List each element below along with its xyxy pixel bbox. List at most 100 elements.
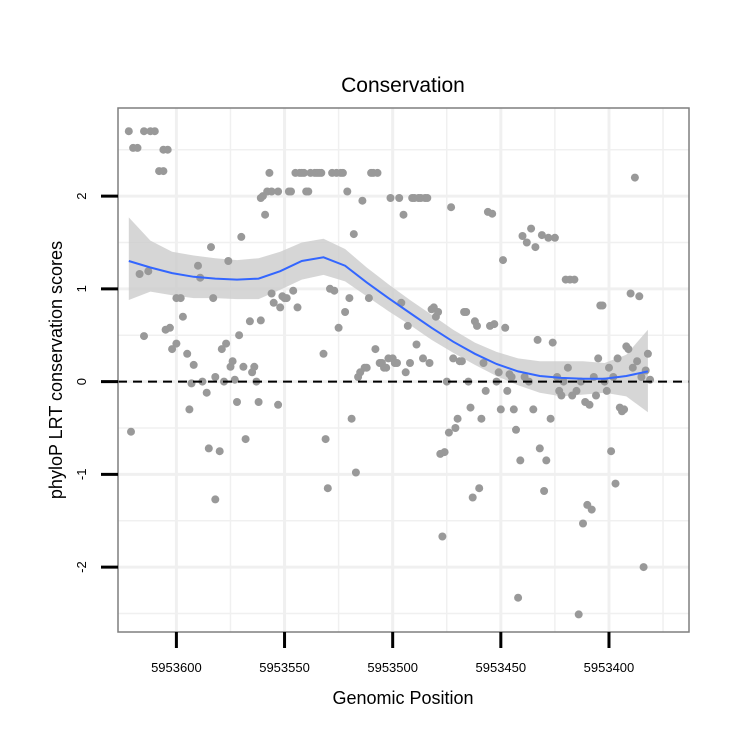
- data-point: [592, 391, 600, 400]
- data-point: [209, 294, 218, 303]
- data-point: [133, 143, 142, 152]
- data-point: [477, 414, 486, 423]
- data-point: [546, 414, 555, 423]
- data-point: [250, 362, 259, 371]
- data-point: [419, 354, 427, 363]
- data-point: [364, 294, 373, 303]
- data-point: [624, 345, 633, 354]
- data-point: [202, 388, 211, 397]
- data-point: [217, 345, 226, 354]
- data-point: [163, 145, 172, 154]
- data-point: [509, 405, 518, 414]
- data-point: [334, 323, 343, 332]
- data-point: [585, 400, 594, 409]
- data-point: [462, 308, 471, 316]
- data-point: [265, 168, 274, 177]
- data-point: [501, 323, 510, 332]
- data-point: [274, 400, 283, 409]
- data-point: [338, 168, 347, 177]
- data-point: [522, 238, 531, 247]
- data-point: [434, 308, 443, 316]
- data-point: [323, 484, 332, 493]
- data-point: [235, 331, 244, 340]
- y-axis-label: phyloP LRT conservation scores: [46, 241, 66, 499]
- data-point: [204, 444, 213, 453]
- data-point: [172, 339, 181, 348]
- data-point: [362, 363, 371, 372]
- data-point: [215, 447, 224, 456]
- data-point: [321, 435, 330, 444]
- y-tick-label: 0: [74, 378, 89, 385]
- x-axis-ticks: 5953600 5953550 5953500 5953450 5953400: [151, 632, 634, 675]
- data-point: [254, 398, 263, 406]
- data-point: [287, 187, 295, 196]
- data-point: [127, 427, 135, 436]
- data-point: [540, 487, 549, 495]
- data-point: [587, 505, 596, 514]
- x-tick-label: 5953600: [151, 660, 202, 675]
- data-point: [557, 391, 566, 400]
- data-point: [440, 448, 449, 457]
- data-point: [382, 363, 391, 372]
- data-points: [124, 127, 655, 619]
- data-point: [207, 243, 215, 252]
- data-point: [159, 167, 168, 176]
- data-point: [224, 257, 233, 265]
- data-point: [183, 349, 192, 358]
- data-point: [503, 386, 512, 395]
- data-point: [371, 345, 380, 354]
- data-point: [401, 368, 410, 377]
- data-point: [444, 428, 453, 437]
- y-axis-ticks: -2 -1 0 1 2: [74, 192, 118, 573]
- data-point: [479, 359, 488, 367]
- data-point: [330, 286, 339, 295]
- data-point: [373, 168, 382, 177]
- data-point: [531, 243, 540, 252]
- data-point: [542, 456, 551, 465]
- data-point: [211, 495, 220, 504]
- data-point: [319, 349, 328, 358]
- data-point: [399, 210, 408, 219]
- data-point: [358, 196, 367, 205]
- data-point: [168, 345, 177, 354]
- data-point: [507, 373, 516, 381]
- data-point: [570, 275, 579, 284]
- data-point: [300, 168, 308, 177]
- x-tick-label: 5953400: [584, 660, 635, 675]
- data-point: [230, 375, 239, 384]
- data-point: [457, 357, 466, 366]
- data-point: [527, 224, 536, 233]
- data-point: [165, 323, 174, 332]
- data-point: [438, 532, 447, 541]
- data-point: [475, 484, 484, 493]
- data-point: [453, 414, 462, 423]
- y-tick-label: 2: [74, 192, 89, 199]
- data-point: [598, 301, 607, 310]
- data-point: [635, 292, 644, 301]
- data-point: [317, 168, 326, 177]
- data-point: [351, 468, 360, 477]
- smooth-line: [128, 256, 649, 380]
- y-tick-label: -2: [74, 561, 89, 573]
- data-point: [572, 386, 581, 395]
- data-point: [304, 187, 313, 196]
- x-tick-label: 5953550: [259, 660, 310, 675]
- y-tick-label: -1: [74, 469, 89, 481]
- data-point: [241, 435, 250, 444]
- data-point: [537, 231, 546, 240]
- data-point: [345, 294, 354, 303]
- x-tick-label: 5953450: [476, 660, 527, 675]
- data-point: [529, 405, 538, 414]
- data-point: [620, 405, 629, 414]
- x-axis-label: Genomic Position: [332, 688, 473, 708]
- data-point: [442, 377, 451, 386]
- data-point: [628, 363, 637, 372]
- data-point: [185, 405, 194, 414]
- data-point: [605, 363, 613, 372]
- data-point: [611, 479, 620, 488]
- data-point: [406, 359, 414, 367]
- data-point: [228, 357, 237, 366]
- data-point: [140, 127, 148, 136]
- data-point: [574, 610, 583, 619]
- data-point: [349, 230, 358, 239]
